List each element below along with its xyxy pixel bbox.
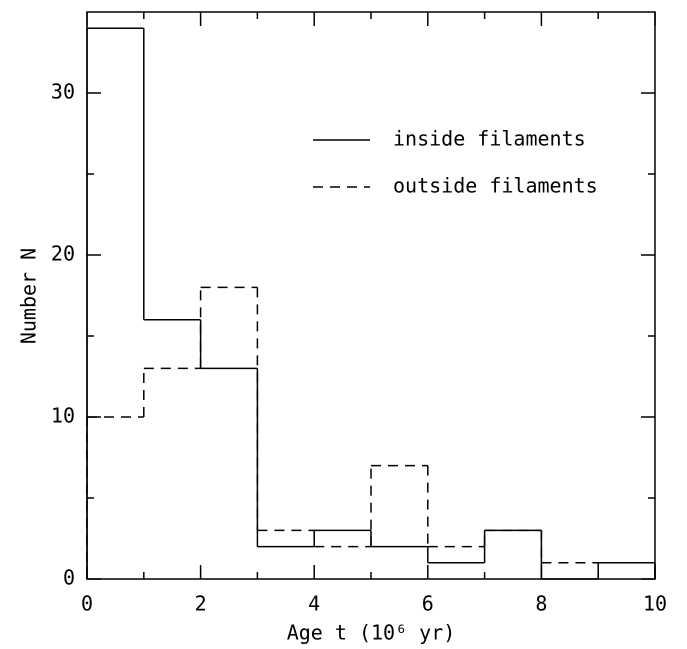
y-tick-label: 10 (51, 404, 75, 428)
y-tick-label: 20 (51, 242, 75, 266)
x-tick-label: 10 (643, 592, 667, 616)
x-tick-label: 4 (308, 592, 320, 616)
y-axis-label: Number N (17, 248, 41, 344)
legend-label: outside filaments (393, 174, 598, 198)
x-tick-label: 2 (195, 592, 207, 616)
x-tick-label: 8 (535, 592, 547, 616)
y-tick-label: 30 (51, 80, 75, 104)
x-axis-label: Age t (10⁶ yr) (287, 621, 456, 645)
legend-label: inside filaments (393, 127, 586, 151)
y-tick-label: 0 (63, 566, 75, 590)
x-tick-label: 0 (81, 592, 93, 616)
x-tick-label: 6 (422, 592, 434, 616)
